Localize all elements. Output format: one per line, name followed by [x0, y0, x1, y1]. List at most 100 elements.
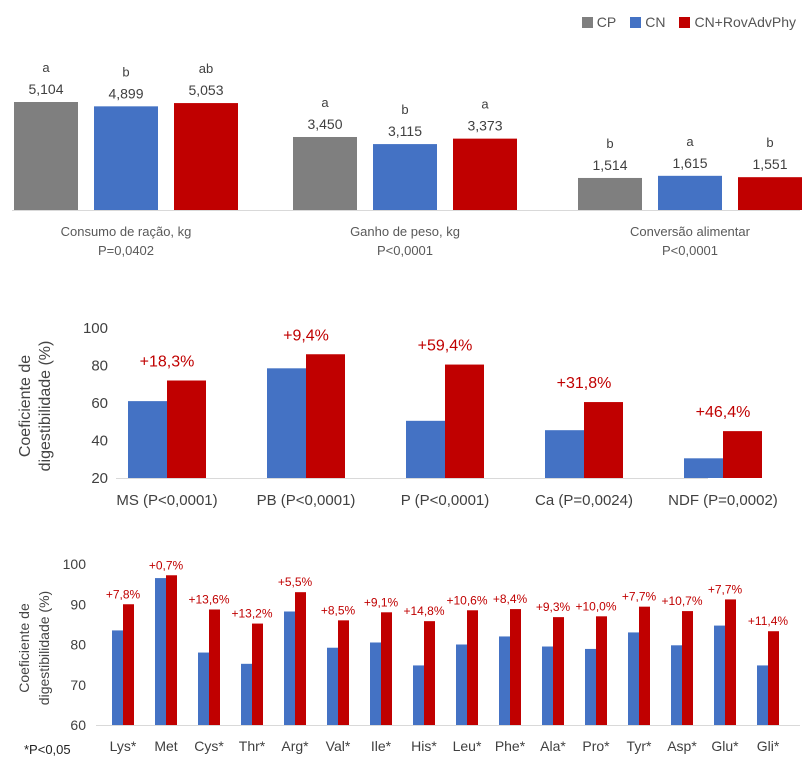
x-label-aa-met: Met	[154, 738, 177, 754]
bar-aa-thr-cn	[241, 663, 252, 725]
nutrients-y-tick-80: 80	[91, 358, 108, 375]
letter-consumo-de-ra-o-kg-cn: b	[122, 64, 129, 79]
letter-ganho-de-peso-kg-cp: a	[321, 95, 329, 110]
bar-aa-val-cn	[327, 647, 338, 725]
data-label-convers-o-alimentar-cp: 1,514	[592, 157, 627, 173]
x-label-aa-arg: Arg*	[281, 738, 309, 754]
x-label-aa-ala: Ala*	[540, 738, 566, 754]
bar-aa-thr-cn-rovadvphy	[252, 623, 263, 725]
p-value-ganho-de-peso-kg: P<0,0001	[377, 243, 433, 258]
annotation-aa-glu: +7,7%	[708, 582, 743, 596]
data-label-ganho-de-peso-kg-cn: 3,115	[388, 123, 422, 139]
x-label-aa-cys: Cys*	[194, 738, 224, 754]
bar-convers-o-alimentar-cp	[578, 177, 642, 210]
x-label-aa-leu: Leu*	[453, 738, 482, 754]
bar-aa-val-cn-rovadvphy	[338, 620, 349, 725]
annotation-aa-cys: +13,6%	[188, 592, 229, 606]
bar-aa-gli-cn	[757, 665, 768, 725]
annotation-aa-ile: +9,1%	[364, 595, 399, 609]
data-label-consumo-de-ra-o-kg-cn: 4,899	[108, 85, 143, 101]
bar-aa-his-cn	[413, 665, 424, 725]
aminoacids-y-axis-label: Coeficiente de digestibilidade (%)	[16, 590, 52, 706]
x-label-aa-thr: Thr*	[239, 738, 266, 754]
aminoacids-y-tick-100: 100	[63, 556, 87, 572]
legend-label-cn-rovadvphy: CN+RovAdvPhy	[694, 14, 796, 30]
bar-aa-tyr-cn-rovadvphy	[639, 606, 650, 725]
x-label-aa-his: His*	[411, 738, 437, 754]
x-label-aa-ile: Ile*	[371, 738, 392, 754]
x-label-nutrient-pb: PB (P<0,0001)	[257, 492, 356, 509]
legend-swatch-cn	[630, 16, 642, 28]
aminoacids-y-tick-60: 60	[70, 717, 86, 733]
x-label-aa-pro: Pro*	[582, 738, 610, 754]
aminoacids-y-tick-90: 90	[70, 596, 86, 612]
x-label-nutrient-ca: Ca (P=0,0024)	[535, 492, 633, 509]
bar-aa-arg-cn	[284, 611, 295, 725]
bar-aa-arg-cn-rovadvphy	[295, 592, 306, 725]
annotation-aa-arg: +5,5%	[278, 575, 313, 589]
bar-aa-met-cn-rovadvphy	[166, 575, 177, 725]
bar-aa-pro-cn	[585, 648, 596, 725]
bar-nutrient-ca-cn	[545, 430, 584, 478]
bar-aa-leu-cn	[456, 644, 467, 725]
bar-aa-ala-cn-rovadvphy	[553, 617, 564, 725]
bar-aa-tyr-cn	[628, 632, 639, 725]
bar-aa-ile-cn-rovadvphy	[381, 612, 392, 725]
bar-aa-met-cn	[155, 578, 166, 725]
x-label-nutrient-ndf: NDF (P=0,0002)	[668, 492, 778, 509]
annotation-aa-lys: +7,8%	[106, 587, 141, 601]
bar-aa-pro-cn-rovadvphy	[596, 616, 607, 725]
p-value-convers-o-alimentar: P<0,0001	[662, 243, 718, 258]
nutrients-y-axis-label: Coeficiente de digestibilidade (%)	[17, 340, 54, 472]
data-label-convers-o-alimentar-cn-rovadvphy: 1,551	[752, 156, 787, 172]
x-label-aa-val: Val*	[326, 738, 351, 754]
annotation-nutrient-ndf: +46,4%	[696, 404, 751, 421]
bar-consumo-de-ra-o-kg-cn-rovadvphy	[174, 103, 238, 210]
bar-aa-leu-cn-rovadvphy	[467, 610, 478, 725]
x-label-nutrient-p: P (P<0,0001)	[401, 492, 490, 509]
x-label-aa-lys: Lys*	[110, 738, 137, 754]
bar-consumo-de-ra-o-kg-cn	[94, 106, 158, 210]
bar-consumo-de-ra-o-kg-cp	[14, 102, 78, 210]
bar-nutrient-ca-cn-rovadvphy	[584, 402, 623, 478]
bar-aa-phe-cn-rovadvphy	[510, 609, 521, 725]
bar-aa-lys-cn	[112, 630, 123, 725]
bar-aa-glu-cn-rovadvphy	[725, 599, 736, 725]
data-label-consumo-de-ra-o-kg-cp: 5,104	[28, 81, 63, 97]
bar-aa-ile-cn	[370, 642, 381, 725]
bar-ganho-de-peso-kg-cn-rovadvphy	[453, 138, 517, 210]
p-value-consumo-de-ra-o-kg: P=0,0402	[98, 243, 154, 258]
nutrients-y-tick-20: 20	[91, 470, 108, 487]
bar-nutrient-p-cn	[406, 420, 445, 478]
annotation-aa-asp: +10,7%	[661, 594, 702, 608]
bar-nutrient-ms-cn	[128, 401, 167, 478]
letter-consumo-de-ra-o-kg-cp: a	[42, 60, 50, 75]
data-label-consumo-de-ra-o-kg-cn-rovadvphy: 5,053	[188, 82, 223, 98]
bar-convers-o-alimentar-cn	[658, 175, 722, 210]
aminoacids-y-tick-80: 80	[70, 637, 86, 653]
legend-label-cp: CP	[596, 14, 617, 30]
annotation-nutrient-ca: +31,8%	[557, 375, 612, 392]
legend-swatch-cn-rovadvphy	[679, 16, 691, 28]
annotation-aa-thr: +13,2%	[231, 607, 272, 621]
x-label-ganho-de-peso-kg: Ganho de peso, kg	[350, 224, 460, 239]
annotation-aa-val: +8,5%	[321, 603, 356, 617]
annotation-aa-his: +14,8%	[403, 604, 444, 618]
letter-consumo-de-ra-o-kg-cn-rovadvphy: ab	[199, 61, 213, 76]
bar-ganho-de-peso-kg-cn	[373, 144, 437, 210]
nutrients-y-tick-40: 40	[91, 433, 108, 450]
bar-nutrient-ndf-cn-rovadvphy	[723, 431, 762, 478]
bar-aa-asp-cn-rovadvphy	[682, 611, 693, 725]
letter-ganho-de-peso-kg-cn-rovadvphy: a	[481, 97, 489, 112]
annotation-aa-tyr: +7,7%	[622, 590, 657, 604]
x-label-aa-asp: Asp*	[667, 738, 697, 754]
legend-item-cn-rovadvphy: CN+RovAdvPhy	[679, 14, 796, 30]
bar-aa-glu-cn	[714, 625, 725, 725]
bar-aa-cys-cn	[198, 652, 209, 725]
data-label-ganho-de-peso-kg-cp: 3,450	[307, 116, 342, 132]
legend-item-cp: CP	[581, 14, 617, 30]
annotation-aa-pro: +10,0%	[575, 599, 616, 613]
nutrients-y-tick-60: 60	[91, 395, 108, 412]
bar-aa-ala-cn	[542, 646, 553, 725]
